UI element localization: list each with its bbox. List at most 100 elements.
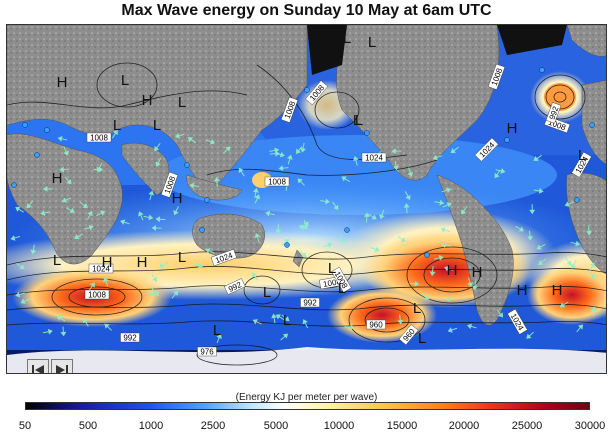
wave-energy-map: 1008 1008 1008 1008 1008 1024 1008 1024 1024 1008… [6,24,607,374]
wave-direction-arrow [433,255,444,261]
high-pressure-marker: H [507,120,518,137]
wave-direction-arrow [332,201,339,211]
skip-back-icon [32,365,44,373]
svg-text:1008: 1008 [268,178,286,187]
high-pressure-marker: H [137,254,148,271]
low-pressure-marker: L [121,72,129,89]
wave-direction-arrow [148,190,155,201]
wave-direction-arrow [589,270,596,280]
wave-direction-arrow [450,146,459,154]
wave-direction-arrow [441,187,452,194]
wave-direction-arrow [589,262,595,272]
wave-direction-arrow [278,165,289,172]
wave-direction-arrow [496,309,504,318]
svg-text:992: 992 [547,105,560,121]
wave-direction-arrow [74,233,84,240]
legend-ticks: 50 500 1000 2500 5000 10000 15000 20000 25000 300… [0,420,613,440]
wave-direction-arrow [175,132,185,139]
wave-direction-arrow [138,211,144,221]
high-pressure-marker: H [552,282,563,299]
wave-direction-arrow [445,296,456,303]
wave-direction-arrow [353,156,359,166]
wave-direction-arrow [104,323,112,331]
wave-direction-arrow [187,137,197,144]
low-pressure-marker: L [418,330,426,347]
legend-color-bar [25,402,590,410]
wave-direction-arrow [238,167,245,177]
wave-direction-arrow [368,213,377,220]
wave-direction-arrow [341,176,351,183]
wave-direction-arrow [320,198,330,205]
wave-direction-arrow [222,146,231,154]
wave-direction-arrow [252,319,262,325]
wave-direction-arrow [103,276,109,287]
wave-direction-arrow [570,240,581,247]
wave-direction-arrow [61,197,72,203]
high-pressure-marker: H [172,190,183,207]
low-pressure-marker: L [368,34,376,51]
wave-direction-arrow [591,306,597,317]
wave-direction-arrow [472,280,478,291]
wave-direction-arrow [15,206,24,213]
step-forward-icon [56,365,68,373]
wave-direction-arrow [440,227,451,233]
wave-direction-arrow [281,314,290,322]
svg-text:1024: 1024 [92,265,110,274]
wave-direction-arrow [565,257,572,266]
svg-text:992: 992 [303,299,317,308]
wave-direction-arrow [429,266,436,277]
low-pressure-marker: L [355,112,363,129]
wave-direction-arrow [86,210,93,220]
wave-direction-arrow [407,167,414,177]
wave-direction-arrow [527,230,533,241]
wave-direction-arrow [254,194,260,204]
low-pressure-marker: L [178,94,186,111]
isobar-label: 960 [366,319,386,330]
low-pressure-marker: L [578,147,586,164]
low-pressure-marker: L [338,280,346,297]
wave-direction-arrow [286,154,293,165]
low-pressure-marker: L [153,117,161,134]
wave-direction-arrow [88,282,95,291]
wave-direction-arrow [467,277,473,288]
low-pressure-marker: L [178,249,186,266]
wave-direction-arrow [403,203,410,214]
wave-direction-arrow [265,210,275,217]
wave-direction-arrow [30,244,37,255]
svg-text:1024: 1024 [365,154,383,163]
svg-text:1008: 1008 [90,134,108,143]
wave-direction-arrow [56,315,66,322]
svg-text:976: 976 [200,348,214,357]
isobar-label: 1024 [361,152,387,163]
wave-direction-arrow [281,239,290,246]
wave-direction-arrow [26,200,34,209]
svg-text:992: 992 [123,334,137,343]
wave-direction-arrow [379,209,385,220]
legend-tick-label: 1000 [138,420,164,432]
wave-direction-arrow [57,135,68,142]
legend-tick-label: 5000 [263,420,289,432]
wave-direction-arrow [298,224,309,231]
wave-direction-arrow [42,328,53,335]
wave-direction-arrow [154,143,161,152]
wave-direction-arrow [298,250,307,258]
wave-direction-arrow [466,323,477,330]
low-pressure-marker: L [353,112,361,129]
wave-direction-arrow [586,225,592,236]
isobar-label: 992 [300,297,320,308]
wave-direction-arrow [442,202,452,208]
wave-direction-arrow [120,219,130,226]
wave-direction-arrow [193,262,204,268]
wave-direction-arrow [10,235,21,241]
high-pressure-marker: H [447,262,458,279]
isobar-label: 1008 [264,176,290,187]
wave-direction-arrow [42,186,53,192]
wave-direction-arrow [461,206,468,215]
previous-button[interactable] [27,359,49,373]
low-pressure-marker: L [53,252,61,269]
high-pressure-marker: H [102,254,113,271]
next-button[interactable] [51,359,73,373]
page-title: Max Wave energy on Sunday 10 May at 6am … [121,2,492,19]
wave-direction-arrow [65,207,75,213]
wave-direction-arrow [404,191,411,201]
